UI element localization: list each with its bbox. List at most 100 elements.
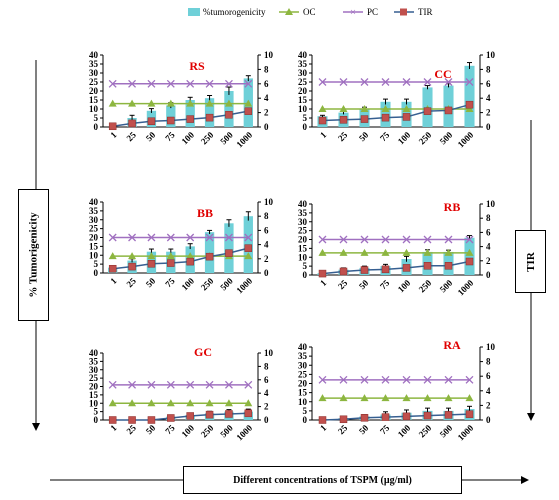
oc-point [402,105,411,112]
tir-point [128,416,136,424]
right-tick-label: 0 [264,122,269,132]
oc-point [166,252,175,260]
left-tick-label: 0 [94,122,99,132]
left-tick-label: 30 [89,215,99,225]
x-axis-label: Different concentrations of TSPM (µg/ml) [233,474,412,486]
right-tick-label: 0 [486,415,491,425]
tir-point [318,416,327,424]
category-label: 500 [438,277,455,294]
oc-point [444,394,453,402]
right-tick-label: 2 [486,256,491,266]
left-tick-label: 0 [303,122,308,132]
tir-point [128,119,136,128]
left-tick-label: 10 [298,252,308,262]
left-tick-label: 5 [303,406,308,416]
pc-point [318,235,327,244]
category-label: 500 [218,422,235,439]
oc-point [224,399,233,407]
left-tick-label: 30 [298,68,308,78]
oc-point [108,399,117,407]
panel-title: RB [444,200,461,214]
oc-point [244,99,253,107]
panel-title: RS [189,59,205,73]
oc-point [339,394,348,402]
legend-label: TIR [418,7,433,17]
left-tick-label: 0 [94,268,99,278]
oc-point [444,248,453,256]
right-tick-label: 4 [264,240,269,250]
pc-point [444,78,453,86]
legend-marker-square [400,8,407,16]
right-tick-label: 4 [264,388,269,398]
oc-point [147,252,156,260]
oc-point [360,105,369,112]
pc-point [108,380,117,389]
pc-point [423,235,432,244]
left-tick-label: 15 [89,390,99,400]
tir-point [381,265,390,274]
pc-point [423,78,432,86]
pc-point [318,78,327,86]
left-tick-label: 40 [298,342,308,352]
right-axis-label: TIR [524,251,537,272]
tir-point [147,117,156,125]
pc-point [339,235,348,244]
oc-point [381,248,390,256]
right-tick-label: 8 [264,361,269,371]
legend-swatch-bar [188,8,200,16]
pc-point [360,78,369,86]
left-tick-label: 15 [89,95,99,105]
left-tick-label: 25 [89,224,99,234]
pc-point [128,79,137,88]
category-label: 1 [108,275,119,286]
oc-point [360,394,369,402]
pc-point [339,375,348,384]
left-tick-label: 0 [94,415,99,425]
pc-point [186,233,195,242]
right-tick-label: 10 [264,197,274,207]
left-tick-label: 40 [298,199,308,209]
pc-point [402,235,411,244]
left-tick-label: 10 [89,250,99,260]
legend-item-0: %tumorogenicity [188,7,266,17]
pc-point [108,233,117,242]
left-tick-label: 25 [89,373,99,383]
bar [464,237,475,275]
tir-point [381,413,390,421]
left-tick-label: 35 [298,351,308,361]
tir-point [465,257,474,266]
category-label: 25 [336,422,350,436]
legend-label: %tumorogenicity [203,7,266,17]
pc-point [224,380,233,389]
category-label: 250 [199,129,216,146]
right-tick-label: 0 [264,415,269,425]
tir-point [444,106,453,115]
pc-point [402,375,411,384]
left-tick-label: 30 [89,365,99,375]
left-tick-label: 20 [298,235,308,245]
category-label: 25 [124,275,138,289]
legend-item-2: × PC [343,7,378,19]
category-label: 100 [179,422,196,439]
tir-point [225,410,233,418]
oc-point [224,99,233,107]
left-tick-label: 10 [298,104,308,114]
left-tick-label: 35 [89,206,99,216]
pc-point [186,380,195,389]
legend-item-3: TIR [394,7,433,17]
bar [464,65,475,127]
pc-point [423,375,432,384]
left-tick-label: 20 [89,86,99,96]
tir-point [167,414,175,422]
category-label: 75 [378,277,392,291]
oc-point [205,399,214,407]
x-axis-label-box: Different concentrations of TSPM (µg/ml) [183,466,462,494]
tir-point [339,267,348,276]
tir-point [186,257,194,266]
category-label: 1 [318,422,329,433]
oc-point [402,394,411,402]
